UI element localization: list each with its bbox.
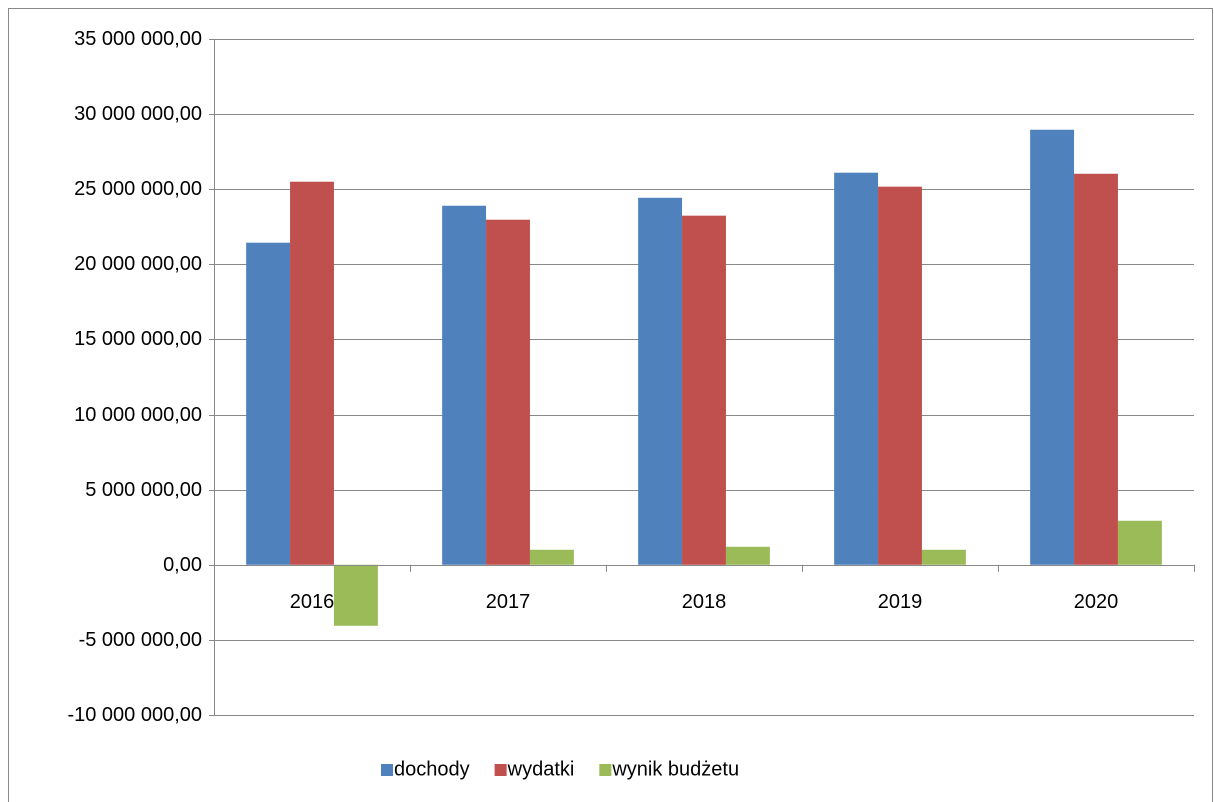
- bar: [725, 546, 770, 565]
- bar: [1117, 520, 1162, 565]
- x-tick-label: 2019: [878, 591, 923, 613]
- y-tick-label: 10 000 000,00: [74, 404, 202, 426]
- y-tick-label: 30 000 000,00: [74, 103, 202, 125]
- legend-label: dochody: [394, 758, 470, 780]
- bar: [442, 205, 487, 565]
- bar: [1074, 173, 1118, 565]
- bar: [682, 215, 726, 565]
- bar: [638, 197, 683, 565]
- chart-border: [8, 8, 1213, 802]
- y-tick-label: -5 000 000,00: [79, 629, 202, 651]
- y-tick-label: 35 000 000,00: [74, 28, 202, 50]
- x-tick-label: 2017: [486, 591, 531, 613]
- y-tick-label: -10 000 000,00: [67, 704, 202, 726]
- bar: [878, 186, 922, 565]
- bar: [834, 172, 879, 565]
- bar: [529, 549, 574, 565]
- y-tick-label: 20 000 000,00: [74, 253, 202, 275]
- y-tick-label: 15 000 000,00: [74, 328, 202, 350]
- bar: [1030, 129, 1075, 565]
- legend-label: wydatki: [507, 758, 575, 780]
- y-tick-label: 25 000 000,00: [74, 178, 202, 200]
- bar: [246, 242, 291, 565]
- legend-swatch: [381, 764, 393, 776]
- bar: [921, 549, 966, 565]
- bar: [486, 219, 530, 565]
- x-tick-label: 2016: [290, 591, 335, 613]
- y-tick-label: 5 000 000,00: [85, 479, 202, 501]
- x-tick-label: 2020: [1074, 591, 1119, 613]
- bar: [333, 564, 378, 626]
- bar: [290, 181, 334, 565]
- x-tick-label: 2018: [682, 591, 727, 613]
- legend-swatch: [494, 764, 507, 776]
- legend-label: wynik budżetu: [611, 758, 739, 780]
- y-tick-label: 0,00: [163, 554, 202, 576]
- legend-swatch: [599, 764, 612, 776]
